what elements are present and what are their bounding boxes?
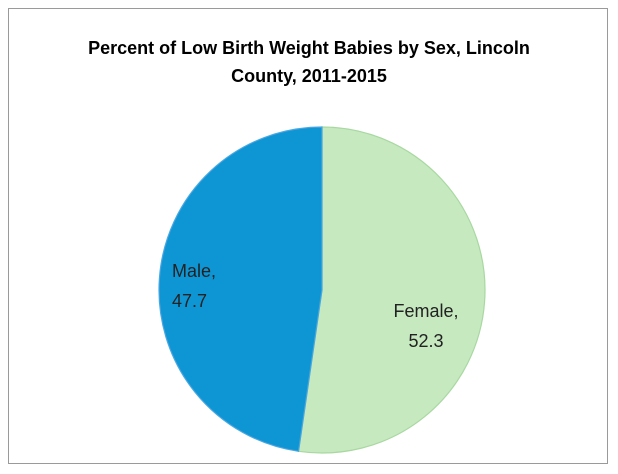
pie-slice bbox=[297, 126, 486, 454]
data-label: Female, 52.3 bbox=[393, 301, 459, 351]
chart-title: Percent of Low Birth Weight Babies by Se… bbox=[88, 38, 530, 86]
pie-slice bbox=[158, 126, 323, 452]
data-label: Male, 47.7 bbox=[172, 261, 217, 311]
chart-border bbox=[8, 8, 608, 464]
